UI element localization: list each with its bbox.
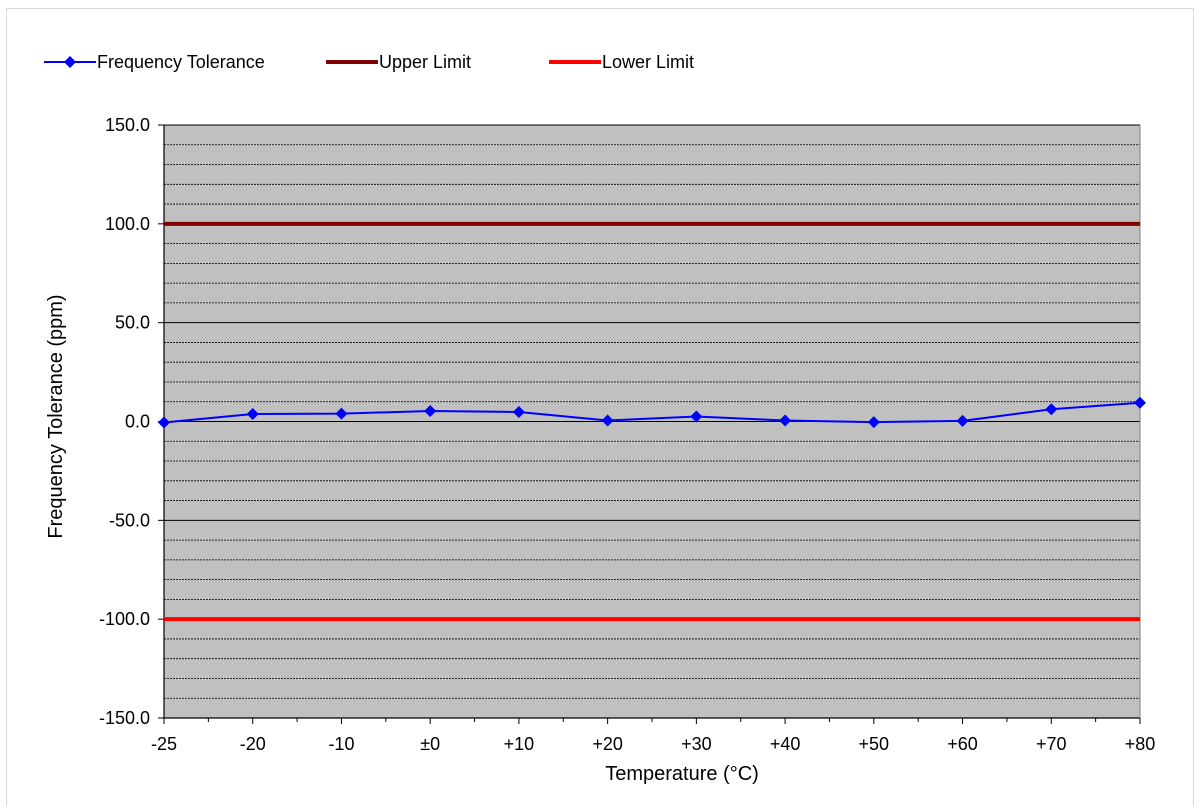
- x-axis-title: Temperature (°C): [605, 763, 759, 785]
- legend-item: Upper Limit: [326, 52, 471, 72]
- x-tick-label: +80: [1125, 734, 1156, 754]
- data-point: [512, 406, 525, 419]
- x-tick-label: +20: [592, 734, 623, 754]
- data-point: [158, 416, 170, 429]
- y-tick-label: -150.0: [99, 708, 150, 728]
- data-point: [424, 405, 437, 418]
- y-tick-label: 0.0: [125, 412, 150, 432]
- legend-label: Upper Limit: [379, 52, 471, 72]
- legend-item: Frequency Tolerance: [44, 52, 265, 72]
- data-point: [246, 407, 259, 420]
- data-point: [690, 410, 703, 423]
- data-point: [867, 416, 880, 429]
- data-point: [601, 414, 614, 427]
- data-point: [779, 414, 792, 427]
- x-tick-label: -25: [151, 734, 177, 754]
- x-tick-label: ±0: [420, 734, 440, 754]
- x-tick-label: +40: [770, 734, 801, 754]
- data-point: [335, 407, 348, 420]
- legend-marker: [64, 56, 76, 68]
- chart-frame: [6, 8, 1194, 806]
- x-tick-label: +70: [1036, 734, 1067, 754]
- legend-label: Frequency Tolerance: [97, 52, 265, 72]
- x-tick-label: +10: [504, 734, 535, 754]
- x-tick-label: -10: [328, 734, 354, 754]
- legend-label: Lower Limit: [602, 52, 694, 72]
- series-line: [163, 401, 1141, 424]
- y-tick-label: 100.0: [105, 214, 150, 234]
- series-frequency-tolerance: [158, 396, 1146, 429]
- y-tick-label: -50.0: [109, 510, 150, 530]
- y-axis-title: Frequency Tolerance (ppm): [45, 294, 67, 538]
- legend: Frequency Tolerance Upper Limit Lower Limi…: [44, 52, 694, 72]
- y-tick-label: 150.0: [105, 115, 150, 135]
- x-tick-label: +50: [859, 734, 890, 754]
- y-tick-label: 50.0: [115, 313, 150, 333]
- data-point: [1045, 403, 1058, 416]
- y-tick-label: -100.0: [99, 609, 150, 629]
- data-point: [1134, 396, 1146, 409]
- legend-item: Lower Limit: [549, 52, 694, 72]
- x-tick-label: +60: [947, 734, 978, 754]
- data-point: [956, 414, 969, 427]
- x-tick-label: -20: [240, 734, 266, 754]
- series-layer: [158, 221, 1146, 622]
- axes: 150.0 100.0 50.0 0.0 -50.0 -100.0 -150.0-25 -20…: [99, 115, 1155, 754]
- x-tick-label: +30: [681, 734, 712, 754]
